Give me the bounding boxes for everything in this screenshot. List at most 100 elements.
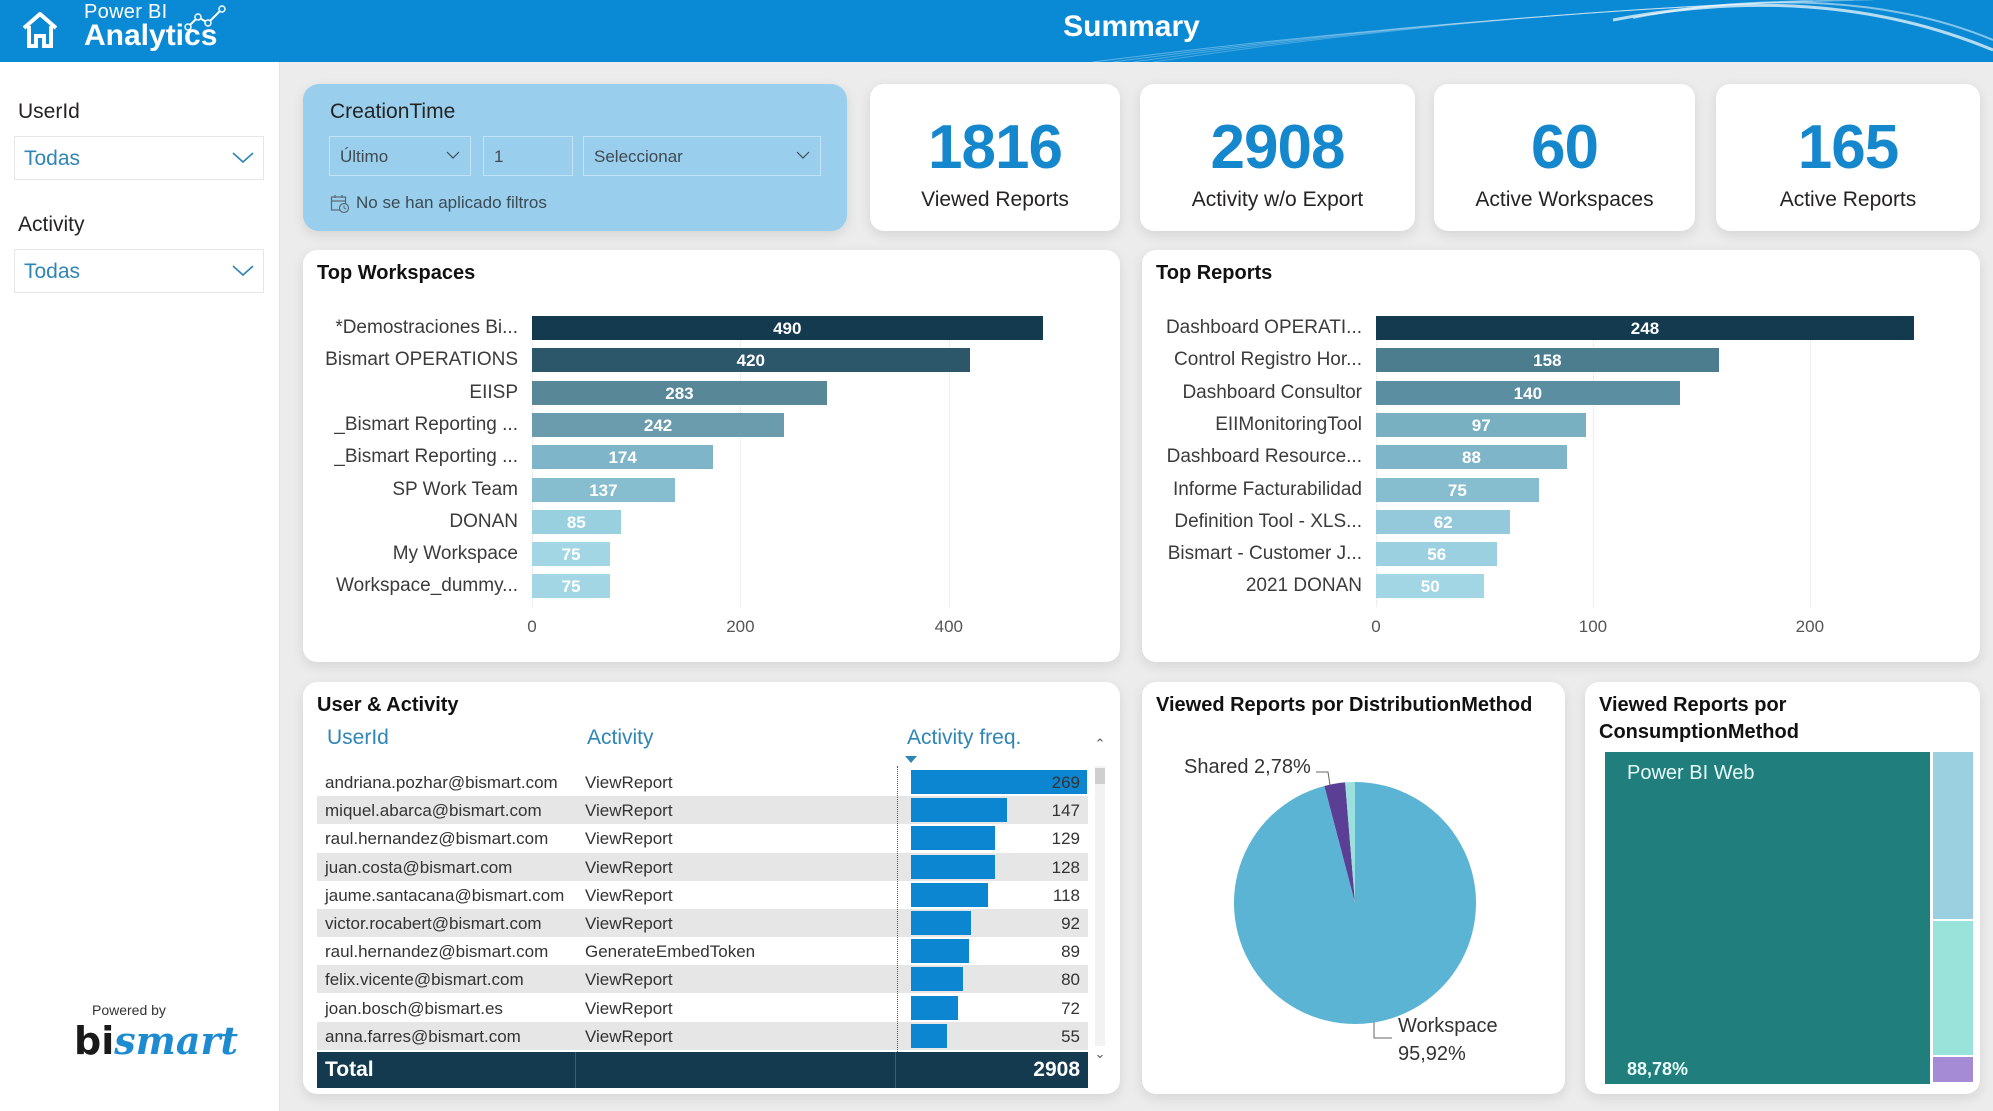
treemap-tile-power-bi-web[interactable]: Power BI Web 88,78% (1605, 752, 1930, 1084)
treemap-tile[interactable] (1933, 752, 1973, 919)
home-icon (22, 12, 58, 48)
bar[interactable]: 85 (532, 509, 621, 534)
activity-slicer-value: Todas (24, 260, 81, 283)
cell-activity: ViewReport (585, 801, 673, 821)
table-row[interactable]: felix.vicente@bismart.com ViewReport 80 (317, 965, 1088, 994)
kpi-viewed-reports: 1816 Viewed Reports (870, 84, 1120, 231)
userid-slicer-value: Todas (24, 147, 81, 170)
bar-value-label: 75 (561, 545, 581, 565)
cell-activity: ViewReport (585, 970, 673, 990)
column-separator (895, 1052, 896, 1088)
home-button[interactable] (20, 8, 60, 52)
bar[interactable]: 490 (532, 316, 1043, 340)
kpi-value: 1816 (928, 113, 1063, 182)
bar-value-label: 62 (1433, 512, 1453, 532)
bar[interactable]: 56 (1376, 542, 1498, 567)
bar[interactable]: 137 (532, 477, 675, 502)
bar[interactable]: 248 (1376, 316, 1914, 340)
pie-slice-workspace[interactable] (1234, 782, 1476, 1024)
bar[interactable]: 420 (532, 348, 970, 373)
bar[interactable]: 75 (532, 542, 611, 567)
table-row[interactable]: jaume.santacana@bismart.com ViewReport 118 (317, 881, 1088, 909)
scrollbar-thumb[interactable] (1095, 768, 1105, 784)
filter-title: CreationTime (330, 100, 456, 123)
table-row[interactable]: joan.bosch@bismart.es ViewReport 72 (317, 994, 1088, 1022)
table-row[interactable]: juan.costa@bismart.com ViewReport 128 (317, 852, 1088, 881)
cell-activity-freq: 128 (1051, 857, 1080, 877)
bar[interactable]: 50 (1376, 574, 1485, 599)
calendar-clock-icon (330, 195, 350, 214)
cell-userid: andriana.pozhar@bismart.com (325, 773, 558, 792)
unit-select-value: Seleccionar (594, 147, 683, 166)
bar[interactable]: 283 (532, 380, 827, 405)
bar[interactable]: 174 (532, 445, 714, 470)
treemap-tile[interactable] (1933, 921, 1973, 1055)
cell-userid: felix.vicente@bismart.com (325, 970, 524, 990)
bar[interactable]: 97 (1376, 412, 1587, 437)
treemap-tile[interactable] (1933, 1057, 1973, 1082)
filter-status: No se han aplicado filtros (356, 193, 547, 212)
logo-smart: smart (114, 1018, 239, 1063)
category-label: Workspace_dummy... (336, 575, 518, 597)
category-label: DONAN (449, 510, 518, 532)
bar[interactable]: 158 (1376, 348, 1719, 373)
cell-userid: jaume.santacana@bismart.com (325, 885, 565, 905)
kpi-label: Active Workspaces (1475, 188, 1654, 211)
cell-userid: miquel.abarca@bismart.com (325, 801, 542, 821)
category-label: Dashboard Consultor (1182, 381, 1362, 403)
pie-label-name: Workspace (1398, 1015, 1498, 1037)
userid-slicer-dropdown[interactable]: Todas (14, 136, 264, 180)
data-bar-axis (897, 766, 898, 1076)
table-row[interactable]: miquel.abarca@bismart.com ViewReport 147 (317, 796, 1088, 825)
category-label: SP Work Team (392, 478, 518, 500)
table-row[interactable]: raul.hernandez@bismart.com GenerateEmbedT… (317, 937, 1088, 965)
bar[interactable]: 75 (1376, 477, 1539, 502)
bar[interactable]: 75 (532, 574, 611, 599)
bar[interactable]: 88 (1376, 445, 1567, 470)
pie-slice-other[interactable] (1345, 782, 1355, 903)
column-header-userid[interactable]: UserId (327, 726, 389, 749)
table-row[interactable]: andriana.pozhar@bismart.com ViewReport 269 (317, 768, 1088, 796)
table-row[interactable]: raul.hernandez@bismart.com ViewReport 129 (317, 824, 1088, 852)
scroll-down-icon[interactable]: ⌄ (1094, 1046, 1106, 1061)
category-label: Bismart - Customer J... (1167, 543, 1362, 565)
bar-value-label: 88 (1461, 448, 1481, 468)
unit-select[interactable]: Seleccionar (583, 136, 821, 176)
bar[interactable]: 140 (1376, 380, 1680, 405)
cell-userid: raul.hernandez@bismart.com (325, 942, 549, 962)
bar-value-label: 75 (561, 577, 581, 597)
cell-activity-freq: 80 (1061, 970, 1080, 990)
cell-activity-freq: 269 (1051, 773, 1080, 792)
chart-title: Top Workspaces (317, 262, 476, 284)
category-label: EIIMonitoringTool (1215, 413, 1362, 435)
gridline (1809, 316, 1811, 607)
bar-value-label: 420 (736, 351, 765, 371)
number-input[interactable]: 1 (483, 136, 573, 176)
category-label: EIISP (469, 381, 518, 403)
period-select[interactable]: Último (329, 136, 471, 176)
app-header: Power BI Analytics Summary (0, 0, 1993, 62)
pie-label-percent: 95,92% (1398, 1043, 1466, 1065)
data-bar (911, 798, 1008, 823)
column-header-activity[interactable]: Activity (587, 726, 654, 749)
cell-activity: ViewReport (585, 885, 673, 905)
bar[interactable]: 242 (532, 412, 785, 437)
pie-slice-shared[interactable] (1324, 782, 1355, 903)
cell-activity-freq: 55 (1061, 1026, 1080, 1046)
leader-line (1316, 771, 1331, 786)
category-label: *Demostraciones Bi... (335, 317, 518, 338)
top-reports-chart: Top Reports 0 100 200 Dashboard OPERATI... 2… (1142, 250, 1980, 662)
bar-value-label: 248 (1630, 319, 1660, 338)
column-header-activity-freq[interactable]: Activity freq. (907, 726, 1022, 749)
activity-slicer-dropdown[interactable]: Todas (14, 249, 264, 293)
bar[interactable]: 62 (1376, 509, 1511, 534)
table-row[interactable]: anna.farres@bismart.com ViewReport 55 (317, 1021, 1088, 1050)
bar-value-label: 283 (665, 383, 694, 403)
logo-bi: bi (74, 1019, 115, 1063)
powered-by-label: Powered by (92, 1002, 166, 1018)
table-scrollbar[interactable]: ⌃ ⌄ (1093, 726, 1107, 1061)
scroll-up-icon[interactable]: ⌃ (1094, 736, 1106, 751)
table-row[interactable]: victor.rocabert@bismart.com ViewReport 92 (317, 909, 1088, 937)
header-wave-decoration (1093, 0, 1993, 62)
cell-activity: ViewReport (585, 857, 673, 877)
